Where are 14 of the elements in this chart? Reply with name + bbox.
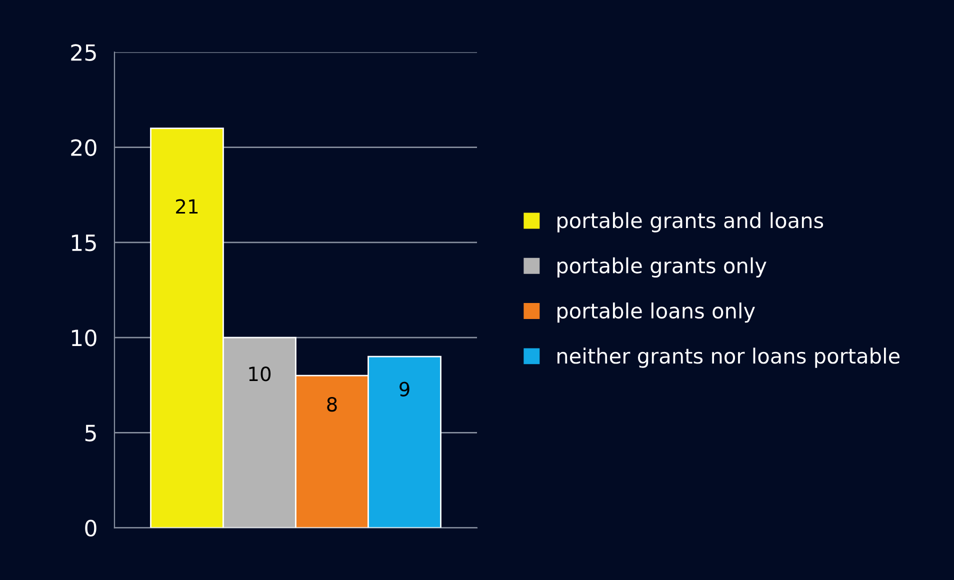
- data-label: 8: [327, 396, 337, 412]
- legend-label: portable grants only: [558, 257, 766, 278]
- legend-label: portable grants and loans: [558, 212, 824, 232]
- y-tick-label: 25: [71, 44, 96, 61]
- legend-label: neither grants nor loans portable: [558, 348, 900, 368]
- data-label: 21: [176, 199, 198, 214]
- y-tick-label: 5: [85, 424, 96, 442]
- y-tick-label: 20: [71, 139, 96, 156]
- data-label: 10: [249, 366, 271, 382]
- data-label: 9: [400, 382, 410, 396]
- y-tick-label: 0: [85, 520, 96, 537]
- y-tick-label: 15: [72, 234, 96, 252]
- y-tick-label: 10: [72, 330, 96, 346]
- legend-label: portable loans only: [558, 302, 755, 323]
